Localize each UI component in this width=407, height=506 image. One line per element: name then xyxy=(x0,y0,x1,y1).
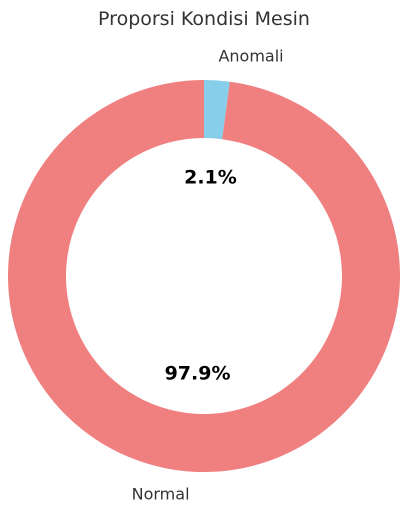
slice-percent-normal: 97.9% xyxy=(165,362,231,384)
slice-normal xyxy=(7,80,400,473)
slice-label-normal: Normal xyxy=(132,485,190,504)
slice-label-anomali: Anomali xyxy=(218,46,283,65)
donut-labels: Anomali 2.1% Normal 97.9% xyxy=(132,46,284,503)
slice-percent-anomali: 2.1% xyxy=(184,167,237,189)
slice-anomali xyxy=(204,80,230,140)
chart-title: Proporsi Kondisi Mesin xyxy=(98,8,310,30)
donut-slices xyxy=(7,80,400,473)
